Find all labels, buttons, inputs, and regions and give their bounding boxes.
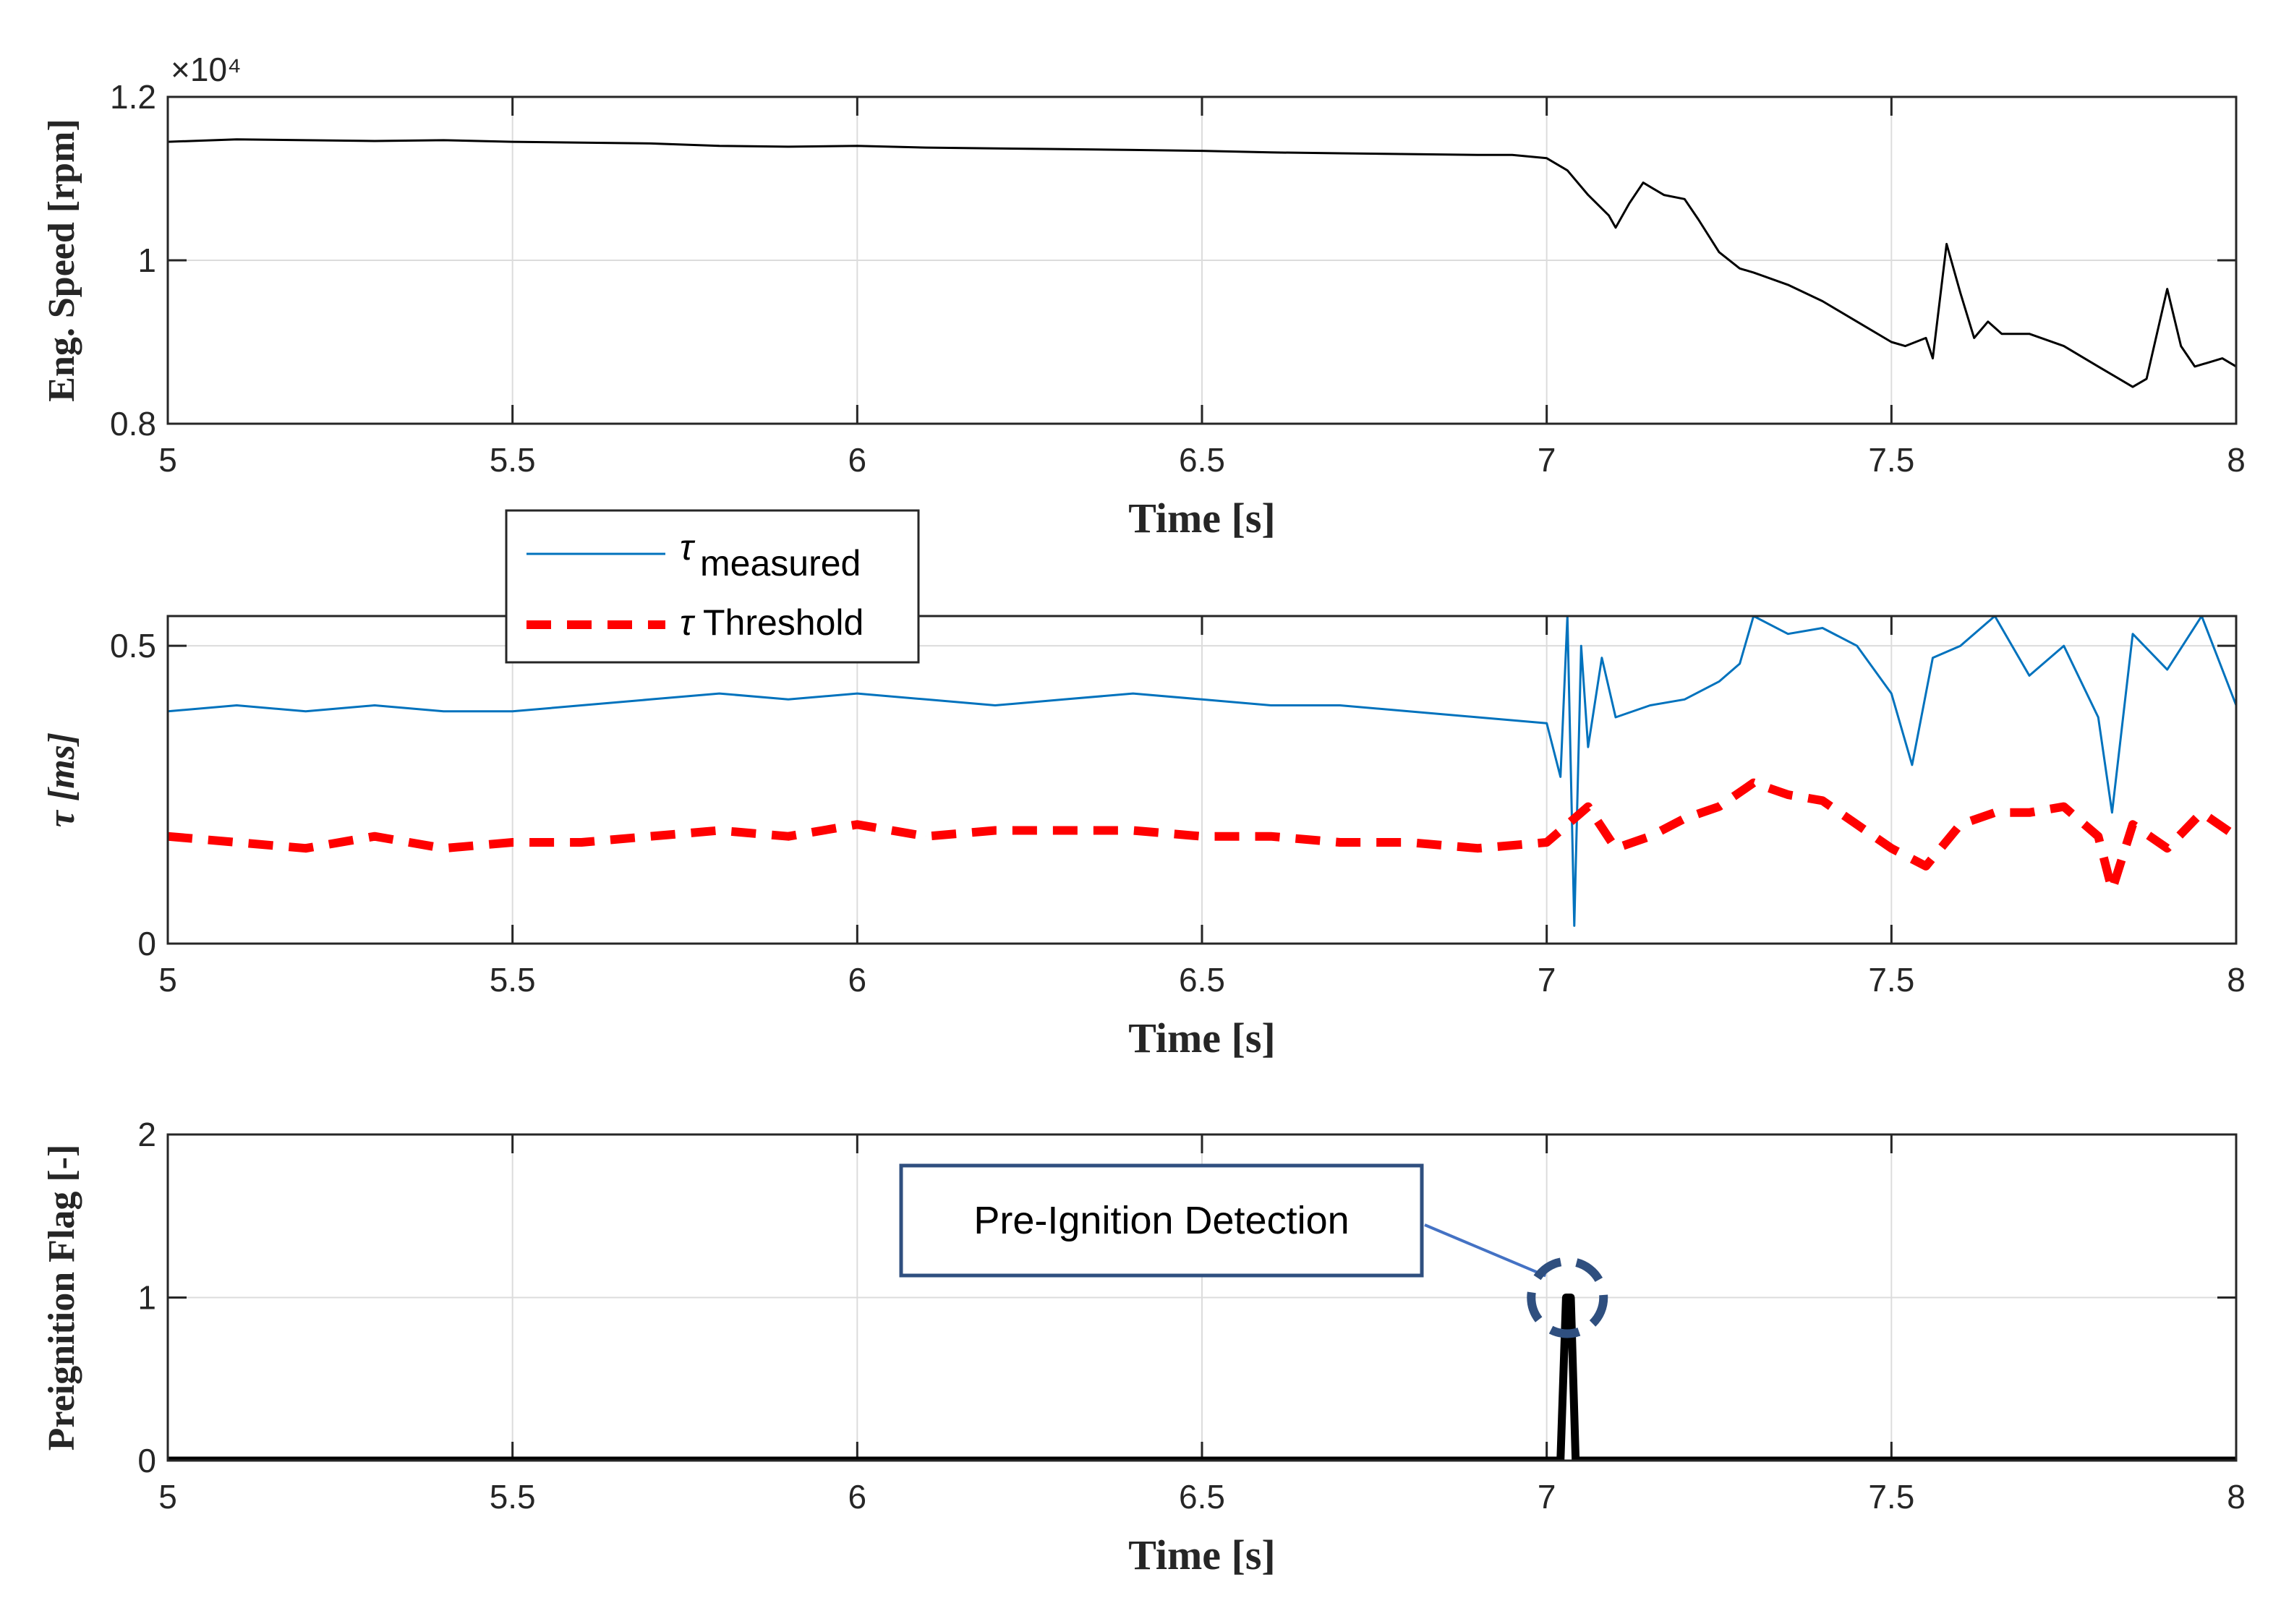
y-tick-label: 0 xyxy=(137,925,156,962)
x-tick-label: 6.5 xyxy=(1179,1478,1225,1516)
x-tick-label: 7 xyxy=(1538,961,1556,999)
axes-box xyxy=(166,95,2238,425)
x-tick-label: 7.5 xyxy=(1868,441,1914,479)
chart-panel-1: 5 5.5 6 6.5 7 7.5 8 0.8 1 1.2 Time [s] Eng. Speed [… xyxy=(41,51,2246,542)
y-tick-label: 2 xyxy=(137,1116,156,1153)
x-tick-label: 7 xyxy=(1538,1478,1556,1516)
x-tick-label: 6 xyxy=(848,961,867,999)
plot-data xyxy=(168,138,2236,388)
y-axis-label: Eng. Speed [rpm] xyxy=(41,119,82,401)
annotation: Pre-Ignition Detection xyxy=(899,1163,1608,1338)
axes-box xyxy=(166,1133,2238,1462)
plot-data xyxy=(168,616,2236,927)
y-tick-label: 1.2 xyxy=(110,78,156,116)
y-tick-label: 1 xyxy=(137,242,156,279)
x-tick-label: 6.5 xyxy=(1179,961,1225,999)
legend-box xyxy=(505,509,920,664)
y-exponent-label: ×10⁴ xyxy=(171,51,242,88)
x-tick-label: 6.5 xyxy=(1179,441,1225,479)
y-axis-label: Preignition Flag [-] xyxy=(41,1145,82,1451)
x-tick-label: 5 xyxy=(158,1478,177,1516)
annotation-leader-line xyxy=(1424,1223,1547,1278)
x-tick-label: 8 xyxy=(2227,1478,2246,1516)
x-tick-label: 7.5 xyxy=(1868,961,1914,999)
series-line-3-1 xyxy=(168,1294,2236,1461)
chart-panel-2: 5 5.5 6 6.5 7 7.5 8 0 0.5 Time [s] τ [ms] τ measured… xyxy=(41,509,2246,1061)
chart-panel-3: 5 5.5 6 6.5 7 7.5 8 0 1 2 Time [s] Preignition Flag… xyxy=(41,1116,2246,1578)
y-tick-label: 0.8 xyxy=(110,405,156,443)
legend-symbol: τ xyxy=(680,527,696,568)
y-tick-label: 1 xyxy=(137,1279,156,1317)
x-axis-label: Time [s] xyxy=(1128,495,1276,542)
x-tick-label: 7.5 xyxy=(1868,1478,1914,1516)
x-tick-label: 5.5 xyxy=(490,1478,536,1516)
annotation-text: Pre-Ignition Detection xyxy=(973,1199,1349,1242)
y-tick-label: 0 xyxy=(137,1442,156,1479)
annotation-box xyxy=(899,1163,1424,1278)
x-tick-label: 8 xyxy=(2227,441,2246,479)
x-axis-label: Time [s] xyxy=(1128,1014,1276,1061)
legend-symbol: τ xyxy=(680,602,696,643)
x-tick-label: 5 xyxy=(158,441,177,479)
x-tick-label: 5 xyxy=(158,961,177,999)
y-axis-label: τ [ms] xyxy=(41,732,82,827)
legend-label-threshold: Threshold xyxy=(703,602,864,643)
x-tick-label: 8 xyxy=(2227,961,2246,999)
x-tick-label: 5.5 xyxy=(490,961,536,999)
x-tick-label: 6 xyxy=(848,1478,867,1516)
x-tick-label: 7 xyxy=(1538,441,1556,479)
x-tick-label: 6 xyxy=(848,441,867,479)
x-tick-label: 5.5 xyxy=(490,441,536,479)
annotation-dashed-circle xyxy=(1527,1257,1608,1338)
y-tick-label: 0.5 xyxy=(110,627,156,664)
axes-box xyxy=(166,615,2238,945)
legend-label-measured: measured xyxy=(700,543,861,584)
x-axis-label: Time [s] xyxy=(1128,1531,1276,1578)
